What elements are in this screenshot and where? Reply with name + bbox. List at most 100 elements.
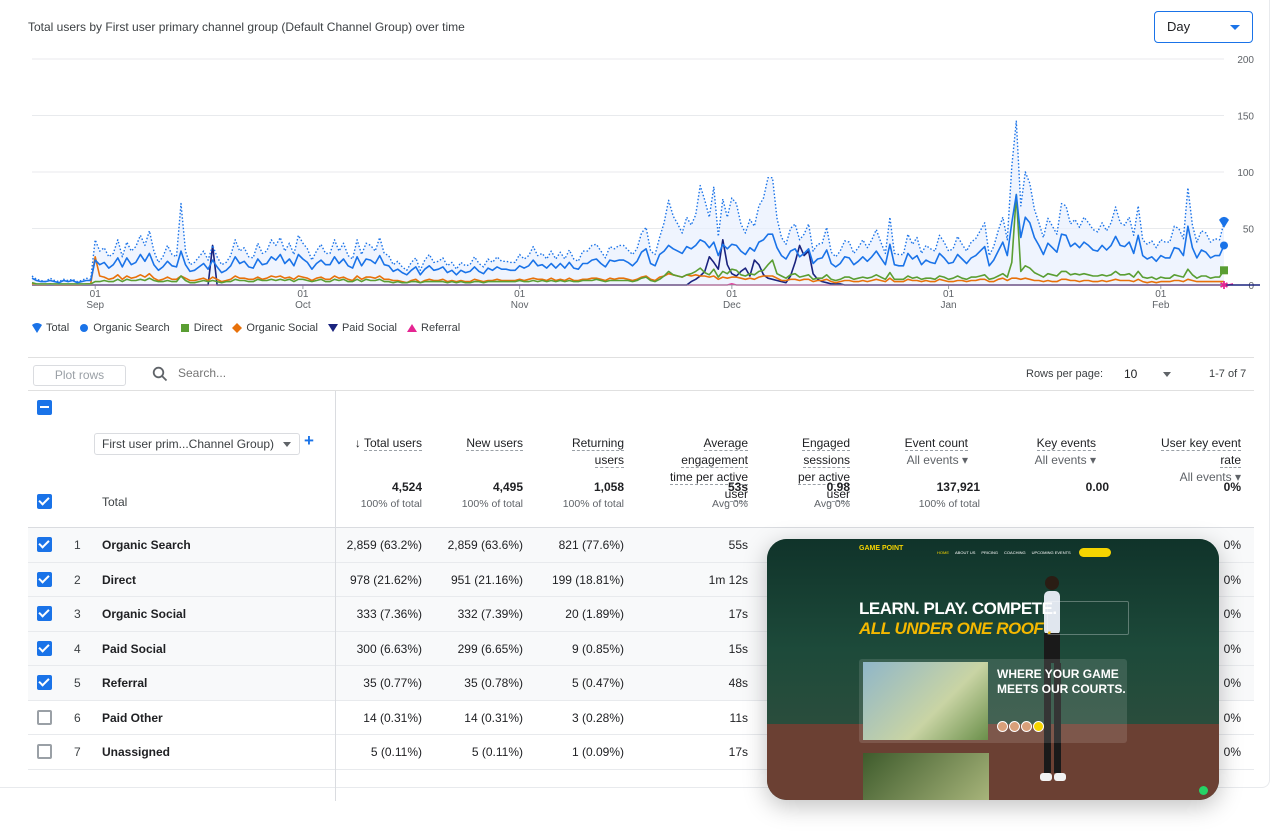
preview-logo: GAME POINT	[859, 545, 904, 552]
series-line-direct	[31, 193, 1225, 285]
legend-label: Direct	[193, 322, 223, 334]
x-tick-label: 01	[1155, 289, 1167, 300]
header-new-users[interactable]: New users	[466, 436, 523, 451]
row-checkbox[interactable]	[37, 675, 52, 690]
total-engaged-sessions: 0.98 Avg 0%	[814, 480, 850, 510]
header-key-events[interactable]: Key events All events ▾	[1034, 436, 1096, 467]
cell-ukr: 0%	[1223, 676, 1241, 690]
diamond-icon	[232, 323, 243, 333]
search-input[interactable]	[178, 366, 378, 380]
row-checkbox[interactable]	[37, 709, 52, 725]
cell-total-users: 14 (0.31%)	[363, 710, 422, 725]
row-channel-name: Unassigned	[102, 745, 171, 759]
end-marker: ✱	[1219, 280, 1228, 292]
cell-returning: 9 (0.85%)	[571, 641, 624, 656]
preview-nav-item: PRICING	[981, 550, 999, 555]
rows-per-page-select[interactable]: 10	[1124, 367, 1138, 381]
granularity-select[interactable]: Day	[1154, 11, 1253, 43]
legend-item[interactable]: Direct	[180, 322, 223, 334]
header-total-users[interactable]: ↓ Total users	[354, 436, 422, 451]
total-key-events: 0.00	[1085, 480, 1109, 494]
square-icon	[180, 324, 189, 332]
cell-returning: 1 (0.09%)	[571, 745, 624, 759]
circle-icon	[80, 324, 89, 332]
preview-court	[767, 724, 1219, 800]
pagination-status: 1-7 of 7	[1209, 368, 1247, 380]
cell-returning: 821 (77.6%)	[558, 538, 624, 552]
row-checkbox[interactable]	[37, 537, 52, 552]
x-tick-label: 01	[90, 289, 102, 300]
end-marker	[1219, 216, 1229, 228]
data-table: Plot rows Rows per page: 10 1-7 of 7 Fir…	[28, 357, 1254, 801]
triangle-down-icon	[327, 324, 338, 332]
cell-new-users: 35 (0.78%)	[464, 676, 523, 690]
row-channel-name: Referral	[102, 676, 148, 690]
legend-label: Total	[46, 322, 70, 334]
header-user-key-event-rate[interactable]: User key event rate All events ▾	[1160, 436, 1241, 484]
legend-item[interactable]: Total	[32, 322, 69, 334]
cell-total-users: 333 (7.36%)	[356, 607, 422, 621]
select-all-checkbox[interactable]	[37, 400, 52, 415]
x-tick-label: Nov	[511, 300, 529, 311]
header-engaged-sessions[interactable]: Engaged sessions per active user	[797, 436, 850, 502]
series-line-total	[31, 120, 1225, 283]
total-area	[32, 121, 1224, 285]
row-channel-name: Paid Social	[102, 641, 167, 656]
search-icon	[152, 366, 168, 382]
granularity-value: Day	[1167, 19, 1191, 34]
legend-label: Organic Social	[246, 322, 318, 334]
chevron-down-icon	[283, 442, 291, 447]
y-tick-label: 200	[1237, 55, 1254, 66]
whatsapp-icon	[1199, 786, 1208, 795]
legend-label: Referral	[421, 322, 461, 334]
x-tick-label: 01	[297, 289, 309, 300]
cell-ukr: 0%	[1223, 641, 1241, 656]
sort-down-arrow-icon: ↓	[354, 436, 364, 450]
cell-total-users: 5 (0.11%)	[370, 745, 422, 759]
total-total-users: 4,524 100% of total	[360, 480, 422, 510]
row-checkbox[interactable]	[37, 571, 52, 587]
chevron-down-icon[interactable]	[1163, 372, 1171, 377]
row-checkbox[interactable]	[37, 640, 52, 656]
preview-avatars	[997, 721, 1044, 732]
cell-aet: 15s	[728, 641, 748, 656]
row-checkbox[interactable]	[37, 744, 52, 759]
header-returning-users[interactable]: Returning users	[571, 436, 624, 468]
add-dimension-button[interactable]: +	[304, 431, 314, 450]
dimension-select[interactable]: First user prim...Channel Group)	[94, 433, 300, 455]
preview-card-image	[863, 662, 988, 740]
dimension-select-value: First user prim...Channel Group)	[102, 437, 275, 451]
plot-rows-button[interactable]: Plot rows	[33, 365, 126, 386]
row-channel-name: Paid Other	[102, 710, 163, 725]
legend-item[interactable]: Organic Social	[232, 322, 318, 334]
legend-item[interactable]: Paid Social	[327, 322, 397, 334]
triangle-up-icon	[407, 324, 418, 332]
x-tick-label: Sep	[86, 300, 104, 311]
chevron-down-icon	[1230, 25, 1240, 30]
cell-aet: 55s	[728, 538, 748, 552]
y-tick-label: 50	[1243, 225, 1255, 236]
table-row[interactable]: 7 Unassigned 5 (0.11%) 5 (0.11%) 1 (0.09%) 17…	[28, 735, 1254, 770]
row-channel-name: Organic Social	[102, 607, 187, 621]
cell-ukr: 0%	[1223, 572, 1241, 587]
row-channel-name: Organic Search	[102, 538, 191, 552]
preview-background	[767, 539, 1219, 724]
table-header: First user prim...Channel Group) + ↓ Tot…	[28, 391, 1254, 528]
cell-new-users: 951 (21.16%)	[450, 572, 523, 587]
preview-nav-item: UPCOMING EVENTS	[1031, 550, 1071, 555]
y-tick-label: 0	[1248, 281, 1254, 292]
table-row[interactable]: 6 Paid Other 14 (0.31%) 14 (0.31%) 3 (0.28%)…	[28, 701, 1254, 735]
total-row-checkbox[interactable]	[37, 494, 52, 509]
cell-new-users: 5 (0.11%)	[471, 745, 523, 759]
header-avg-engagement-time[interactable]: Average engagement time per active user	[669, 436, 748, 502]
preview-nav: HOME ABOUT US PRICING COACHING UPCOMING EVEN…	[937, 550, 1071, 555]
legend-item[interactable]: Organic Search	[79, 322, 170, 334]
table-body: 1 Organic Search 2,859 (63.2%) 2,859 (63.6%…	[28, 528, 1254, 770]
legend-item[interactable]: Referral	[407, 322, 460, 334]
cell-returning: 20 (1.89%)	[565, 607, 624, 621]
header-event-count[interactable]: Event count All events ▾	[904, 436, 968, 467]
row-rank: 3	[74, 607, 81, 621]
end-marker	[1220, 241, 1228, 250]
row-checkbox[interactable]	[37, 606, 52, 621]
preview-headline: LEARN. PLAY. COMPETE.	[859, 599, 1057, 618]
